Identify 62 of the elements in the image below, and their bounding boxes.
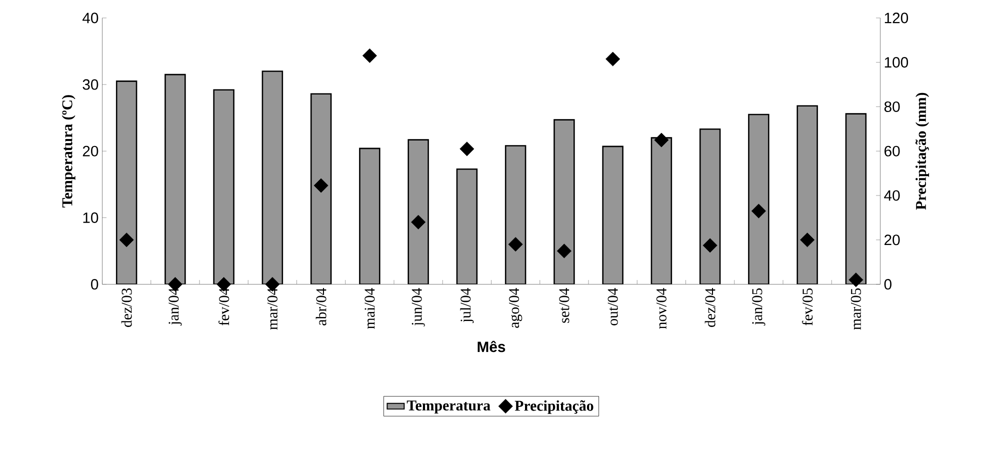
y2-tick-label: 80	[884, 102, 900, 112]
point	[508, 237, 523, 252]
bar	[748, 114, 770, 284]
bar	[699, 128, 721, 284]
bar	[213, 89, 234, 284]
x-tick-label: ago/04	[509, 288, 522, 328]
y2-tick-label: 100	[884, 57, 908, 68]
point	[800, 232, 815, 248]
bar	[116, 80, 138, 284]
y-tick-label: 10	[83, 212, 98, 224]
bar	[310, 93, 332, 284]
x-tick-label: nov/04	[656, 288, 666, 329]
point	[460, 142, 474, 156]
x-tick-label: jul/04	[460, 288, 474, 324]
x-tick-label: fev/04	[218, 288, 230, 326]
legend-label: Temperatura	[406, 400, 490, 414]
y-tick-label: 20	[82, 146, 98, 156]
x-tick-label: set/04	[559, 288, 570, 323]
y2-tick-label: 60	[884, 146, 900, 156]
y2-tick-label: 40	[884, 190, 900, 201]
bar	[796, 105, 818, 284]
point	[556, 244, 572, 258]
legend-label: Precipitação	[514, 400, 594, 414]
y2-tick-label: 0	[884, 279, 892, 290]
x-tick-label: mai/04	[364, 288, 375, 329]
x-tick-label: mar/04	[267, 288, 278, 330]
point	[702, 238, 718, 253]
y2-tick-label: 120	[884, 12, 908, 24]
bar	[504, 145, 526, 284]
bar	[359, 148, 380, 284]
point	[314, 178, 328, 193]
x-tick-label: dez/03	[121, 288, 132, 328]
y-tick-label: 0	[91, 279, 98, 290]
x-axis-title: Mês	[478, 340, 506, 352]
x-tick-label: out/04	[608, 288, 618, 326]
bar	[456, 168, 478, 284]
point	[751, 204, 766, 218]
x-tick-label: dez/04	[704, 288, 716, 328]
bar	[408, 139, 429, 284]
y2-axis-title: Precipitação (mm)	[915, 93, 930, 210]
point	[119, 232, 134, 248]
point	[411, 214, 426, 230]
x-tick-label: mar/05	[850, 288, 861, 330]
y-tick-label: 40	[82, 12, 98, 24]
point	[848, 272, 864, 288]
bar	[650, 137, 672, 284]
x-tick-label: jan/05	[752, 288, 766, 326]
y-axis-title: Temperatura (ºC)	[62, 95, 76, 208]
x-tick-label: fev/05	[802, 288, 813, 326]
point	[606, 52, 620, 66]
y2-tick-label: 20	[884, 234, 900, 246]
x-tick-label: jun/04	[412, 288, 425, 326]
point	[654, 132, 669, 148]
bar	[554, 119, 575, 284]
bar	[602, 146, 624, 284]
bar	[845, 113, 867, 284]
x-tick-label: jan/04	[168, 288, 182, 326]
y-tick-label: 30	[82, 79, 98, 90]
bar	[262, 70, 284, 284]
point	[362, 48, 377, 64]
bar	[164, 74, 186, 284]
x-tick-label: abr/04	[316, 288, 326, 326]
